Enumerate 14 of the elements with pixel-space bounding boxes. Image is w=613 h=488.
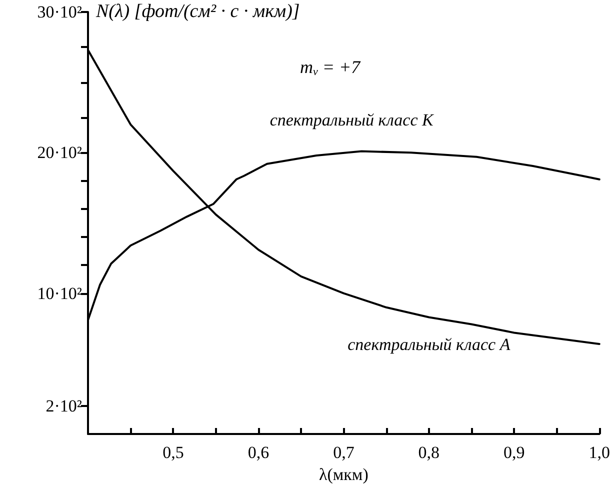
y-axis-title: N(λ) [фот/(см² · с · мкм)]	[95, 1, 300, 22]
x-axis-title: λ(мкм)	[319, 465, 368, 484]
y-tick-label: 10·10²	[37, 284, 82, 303]
x-tick-label: 0,7	[333, 443, 355, 462]
y-tick-label: 2·10²	[46, 396, 82, 416]
x-tick-label: 0,5	[162, 443, 184, 462]
x-tick-label: 0,6	[248, 443, 270, 462]
x-tick-label: 0,8	[418, 443, 440, 462]
x-tick-label: 0,9	[504, 443, 525, 462]
x-tick-label: 1,0	[588, 443, 610, 462]
series-label: спектральный класс A	[348, 335, 511, 354]
y-tick-label: 30·10²	[37, 2, 82, 22]
series-label: спектральный класс K	[270, 110, 436, 130]
y-tick-label: 20·10²	[37, 143, 82, 162]
